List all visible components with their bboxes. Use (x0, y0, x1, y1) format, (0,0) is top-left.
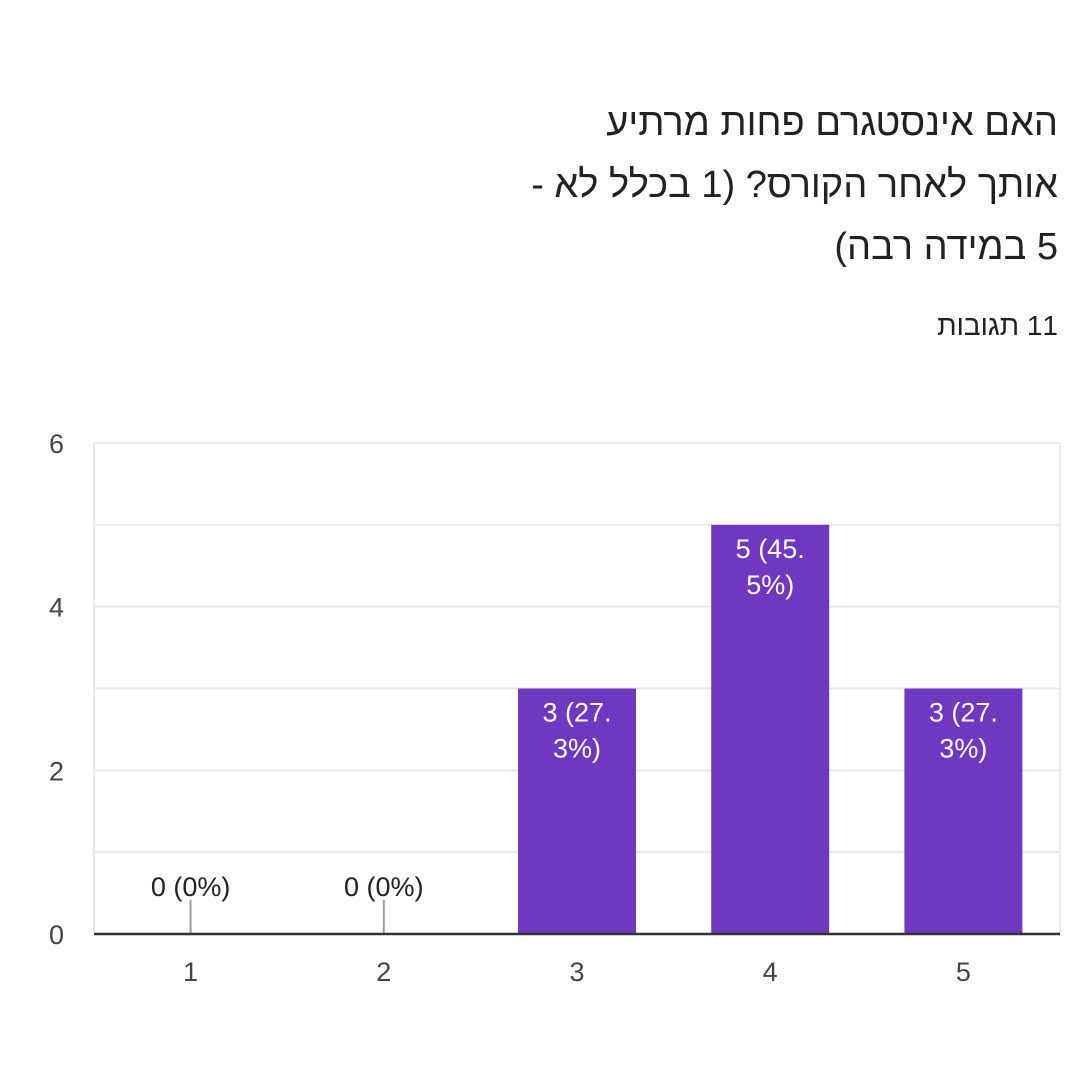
x-tick-label: 4 (763, 957, 778, 987)
x-tick-label: 2 (376, 957, 391, 987)
question-title-line-1: האם אינסטגרם פחות מרתיע (606, 102, 1058, 144)
x-tick-label: 5 (956, 957, 971, 987)
responses-count: 11 תגובות (937, 310, 1058, 341)
bar-data-label: 0 (0%) (344, 872, 424, 902)
y-tick-label: 6 (49, 429, 64, 459)
bar (904, 688, 1023, 934)
x-tick-label: 3 (569, 957, 584, 987)
question-title-line-3: 5 במידה רבה) (834, 226, 1058, 268)
x-tick-label: 1 (183, 957, 198, 987)
bar (711, 524, 830, 934)
y-tick-label: 4 (49, 593, 64, 623)
bar-data-label: 0 (0%) (151, 872, 231, 902)
bar-data-label: 3 (27. 3%) (542, 698, 611, 764)
bar (518, 688, 636, 934)
y-tick-label: 0 (49, 920, 64, 950)
y-tick-label: 2 (49, 756, 64, 786)
question-title: האם אינסטגרם פחות מרתיע אותך לאחר הקורס?… (438, 92, 1058, 278)
bar-data-label: 3 (27. 3%) (929, 698, 998, 764)
question-title-line-2: אותך לאחר הקורס? (1 בכלל לא - (531, 164, 1058, 206)
bar-data-label: 5 (45. 5%) (736, 534, 805, 600)
